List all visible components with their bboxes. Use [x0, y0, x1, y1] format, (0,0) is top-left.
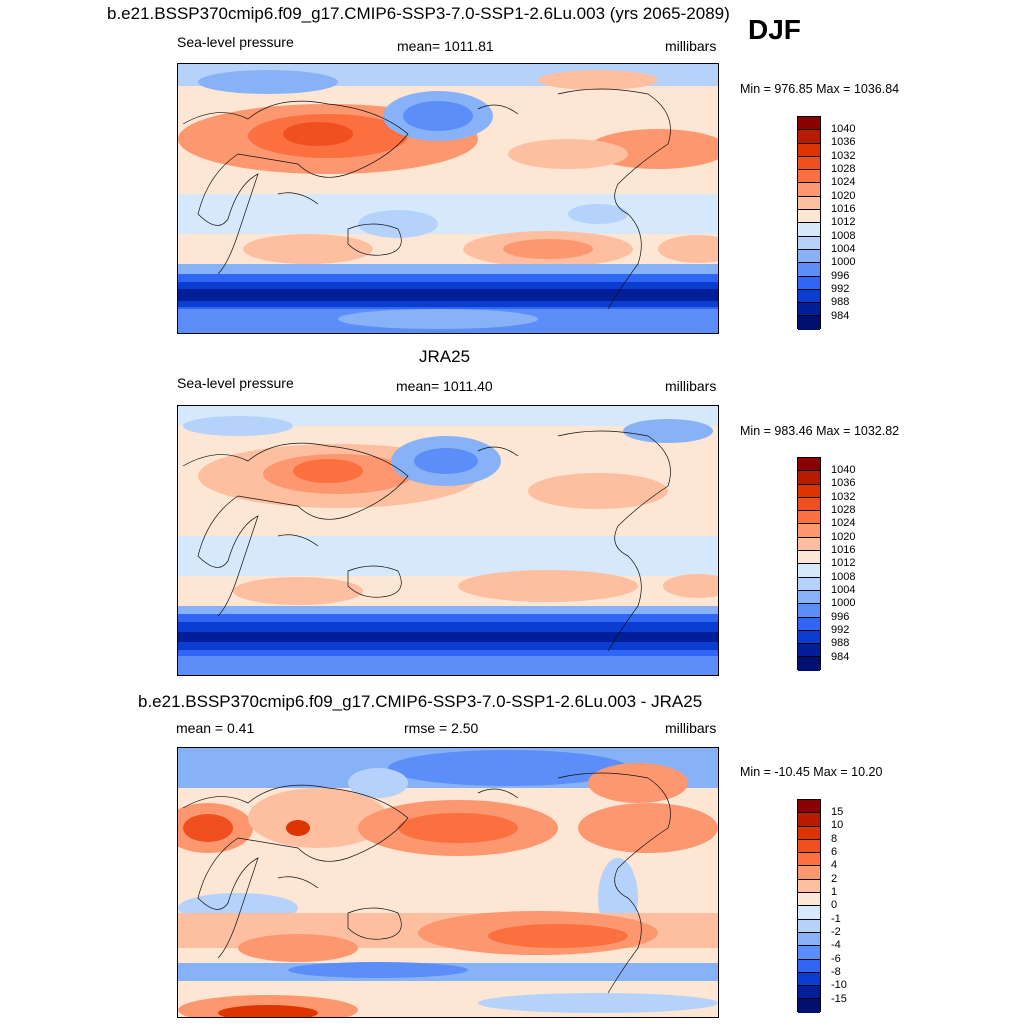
- colorbar-tick: 1012: [831, 557, 856, 569]
- panel3-map: [177, 747, 719, 1018]
- colorbar-tick: -1: [831, 913, 841, 925]
- colorbar-tick: 1004: [831, 243, 856, 255]
- panel3-rmse-label: rmse = 2.50: [404, 720, 479, 736]
- colorbar-tick: -4: [831, 939, 841, 951]
- panel2-variable-label: Sea-level pressure: [177, 375, 294, 391]
- colorbar-tick: 1: [831, 886, 838, 898]
- panel3-map-canvas: [178, 748, 718, 1017]
- colorbar-tick: 1004: [831, 584, 856, 596]
- colorbar-tick: 1028: [831, 504, 856, 516]
- panel2-colorbar: [797, 457, 821, 671]
- season-label: DJF: [748, 14, 801, 45]
- panel3-minmax-label: Min = -10.45 Max = 10.20: [740, 765, 883, 779]
- colorbar-tick: 15: [831, 806, 844, 818]
- colorbar-tick: 1024: [831, 176, 856, 188]
- colorbar-tick: 1008: [831, 571, 856, 583]
- colorbar-tick: 988: [831, 296, 850, 308]
- colorbar-tick: 996: [831, 611, 850, 623]
- panel3-colorbar: [797, 799, 821, 1013]
- colorbar-tick: 992: [831, 283, 850, 295]
- colorbar-tick: 1036: [831, 136, 856, 148]
- colorbar-tick: 1016: [831, 203, 856, 215]
- panel2-units-label: millibars: [665, 378, 717, 394]
- colorbar-tick: 1020: [831, 190, 856, 202]
- colorbar-tick: 1036: [831, 477, 856, 489]
- panel2-title: JRA25: [419, 347, 471, 366]
- panel1-variable-label: Sea-level pressure: [177, 34, 294, 50]
- colorbar-tick: 1012: [831, 216, 856, 228]
- colorbar-tick: 1000: [831, 256, 856, 268]
- panel2-map: [177, 405, 719, 676]
- panel1-colorbar: [797, 116, 821, 330]
- colorbar-tick: 1016: [831, 544, 856, 556]
- panel3-title: b.e21.BSSP370cmip6.f09_g17.CMIP6-SSP3-7.…: [138, 692, 703, 711]
- colorbar-tick: 1028: [831, 163, 856, 175]
- panel1-units-label: millibars: [665, 38, 717, 54]
- colorbar-tick: 1032: [831, 150, 856, 162]
- panel3-units-label: millibars: [665, 720, 717, 736]
- page-title: b.e21.BSSP370cmip6.f09_g17.CMIP6-SSP3-7.…: [107, 4, 730, 23]
- colorbar-tick: -6: [831, 953, 841, 965]
- colorbar-tick: 10: [831, 819, 844, 831]
- panel2-minmax-label: Min = 983.46 Max = 1032.82: [740, 424, 900, 438]
- colorbar-tick: -2: [831, 926, 841, 938]
- colorbar-tick: 984: [831, 651, 850, 663]
- panel1-map: [177, 63, 719, 334]
- colorbar-tick: 8: [831, 833, 838, 845]
- colorbar-tick: 1008: [831, 230, 856, 242]
- panel2-mean-label: mean= 1011.40: [396, 378, 493, 394]
- colorbar-tick: -15: [831, 993, 847, 1005]
- colorbar-tick: 6: [831, 846, 838, 858]
- colorbar-tick: 988: [831, 637, 850, 649]
- colorbar-tick: 4: [831, 859, 838, 871]
- colorbar-tick: 996: [831, 270, 850, 282]
- panel1-minmax-label: Min = 976.85 Max = 1036.84: [740, 82, 900, 96]
- panel1-map-canvas: [178, 64, 718, 333]
- colorbar-tick: 1040: [831, 123, 856, 135]
- colorbar-tick: 2: [831, 873, 838, 885]
- colorbar-tick: -10: [831, 979, 847, 991]
- colorbar-tick: 1000: [831, 597, 856, 609]
- colorbar-tick: 1032: [831, 491, 856, 503]
- colorbar-tick: 1020: [831, 531, 856, 543]
- colorbar-tick: 1024: [831, 517, 856, 529]
- colorbar-tick: 0: [831, 899, 838, 911]
- panel1-mean-label: mean= 1011.81: [397, 38, 494, 54]
- colorbar-tick: -8: [831, 966, 841, 978]
- panel2-map-canvas: [178, 406, 718, 675]
- panel3-mean-label: mean = 0.41: [176, 720, 255, 736]
- colorbar-tick: 1040: [831, 464, 856, 476]
- colorbar-tick: 984: [831, 310, 850, 322]
- colorbar-tick: 992: [831, 624, 850, 636]
